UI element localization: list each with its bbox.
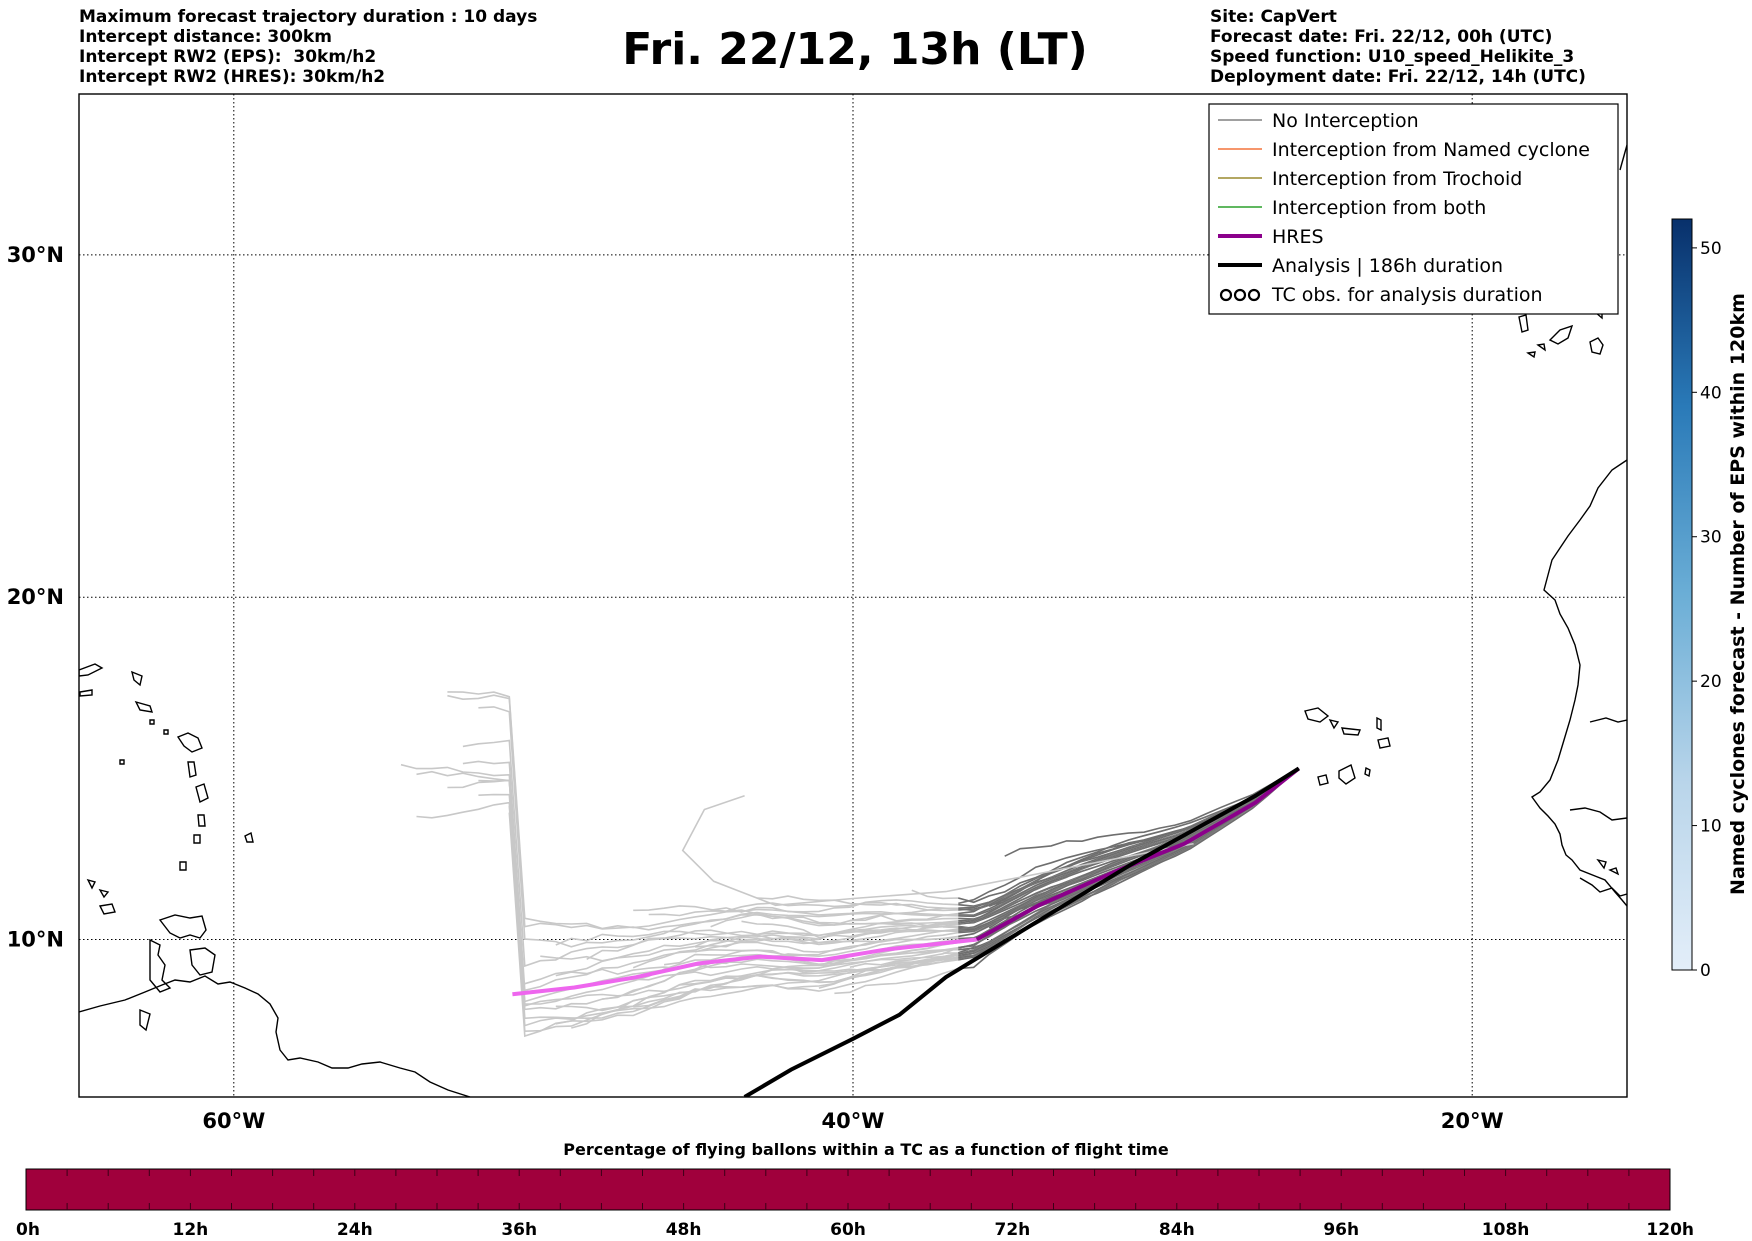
coast-tobago [98, 903, 116, 915]
colorbar-bottom-tick-label: 96h [1323, 1220, 1359, 1240]
colorbar-tick-label: 0 [1700, 961, 1711, 981]
hres-trajectory-far [512, 937, 978, 997]
coast-cape-verde-fogo [1317, 774, 1329, 786]
coast-bissagos [1596, 858, 1620, 876]
lon-tick-label: 60°W [202, 1109, 265, 1133]
main-trajectories [512, 766, 1301, 1097]
coast-africa-gambia [1589, 717, 1627, 723]
eps-trajectory [1004, 767, 1300, 857]
coast-aruba [139, 1008, 151, 1032]
coast-island-3 [134, 700, 154, 713]
coast-cape-verde-maio [1364, 766, 1371, 778]
coast-tiny-islands [119, 719, 169, 765]
param-intercept-hres: Intercept RW2 (HRES): 30km/h2 [79, 67, 386, 87]
coast-cape-verde-boa-vista [1377, 737, 1391, 749]
legend-label: Interception from Named cyclone [1272, 139, 1590, 161]
legend-label: Interception from Trochoid [1272, 168, 1522, 190]
lon-tick-label: 40°W [822, 1109, 885, 1133]
colorbar-bottom-tick-label: 60h [830, 1220, 866, 1240]
colorbar-bottom-tick-label: 12h [173, 1220, 209, 1240]
colorbar-bottom-title: Percentage of flying ballons within a TC… [563, 1140, 1169, 1159]
colorbar-bottom-tick-label: 84h [1159, 1220, 1195, 1240]
colorbar-named-cyclones: 0 10 20 30 40 50 Named cyclones forecast - Nu… [1671, 218, 1749, 981]
coast-canaries-3 [1526, 351, 1536, 359]
map-frame [78, 93, 1628, 1098]
coast-cape-verde-sal [1376, 716, 1382, 732]
colorbar-bottom-tick-label: 36h [501, 1220, 537, 1240]
colorbar-bottom-tick-label: 24h [337, 1220, 373, 1240]
coast-trinidad [189, 947, 216, 976]
colorbar-bottom-tick-label: 108h [1482, 1220, 1530, 1240]
run-parameters: Maximum forecast trajectory duration : 1… [79, 7, 537, 87]
deployment-date: Deployment date: Fri. 22/12, 14h (UTC) [1210, 67, 1586, 87]
coast-lesser-isles [86, 878, 110, 899]
lat-tick-label: 30°N [7, 243, 64, 267]
legend-label: No Interception [1272, 110, 1419, 132]
site-info: Site: CapVert Forecast date: Fri. 22/12,… [1210, 7, 1586, 87]
coast-island-2 [130, 670, 143, 687]
coast-barbados [244, 831, 254, 843]
colorbar-tick-label: 50 [1700, 239, 1722, 259]
lat-tick-label: 20°N [7, 585, 64, 609]
coast-canaries-4 [1536, 343, 1546, 352]
legend-label: Interception from both [1272, 197, 1486, 219]
colorbar-tick-label: 30 [1700, 528, 1722, 548]
lat-tick-label: 10°N [7, 928, 64, 952]
colorbar-tick-label: 40 [1700, 383, 1722, 403]
coast-south-america [79, 975, 471, 1097]
colorbar-label: Named cyclones forecast - Number of EPS … [1727, 293, 1749, 895]
coast-africa-guinea [1569, 807, 1627, 821]
param-intercept-distance: Intercept distance: 300km [79, 27, 332, 47]
coast-cuba-fragment [79, 663, 104, 677]
param-intercept-eps: Intercept RW2 (EPS): 30km/h2 [79, 47, 377, 67]
lon-tick-label: 20°W [1441, 1109, 1504, 1133]
coast-canaries-2 [1548, 324, 1574, 345]
coast-africa-bights [1579, 877, 1627, 897]
coast-canaries-1 [1518, 314, 1529, 333]
colorbar-tick-label: 10 [1700, 817, 1722, 837]
site-name: Site: CapVert [1210, 7, 1337, 27]
legend-box [1208, 103, 1619, 315]
longitude-labels: 60°W 40°W 20°W [202, 1109, 1503, 1133]
hres-trajectory [975, 766, 1301, 942]
coast-dominica [187, 761, 197, 778]
analysis-trajectory [743, 766, 1300, 1097]
coast-africa-north [1619, 144, 1627, 171]
colorbar-bottom-tick-label: 72h [995, 1220, 1031, 1240]
coast-cape-verde-sao-nicolau [1340, 727, 1361, 736]
coast-island-1 [79, 689, 93, 697]
colorbar-bottom-tick-label: 48h [666, 1220, 702, 1240]
legend: No Interception Interception from Named c… [1208, 103, 1619, 315]
latitude-labels: 10°N 20°N 30°N [7, 243, 64, 952]
map-title: Fri. 22/12, 13h (LT) [622, 24, 1088, 75]
coast-margarita [149, 938, 172, 993]
coast-guadeloupe [176, 732, 203, 753]
speed-function: Speed function: U10_speed_Helikite_3 [1210, 47, 1575, 67]
colorbar-gradient [1671, 218, 1693, 971]
coast-cape-verde-santo-antao [1304, 707, 1330, 723]
colorbar-bottom-tick-label: 0h [16, 1220, 40, 1240]
legend-label: TC obs. for analysis duration [1271, 284, 1543, 306]
coast-cape-verde-santiago [1338, 764, 1356, 785]
coast-cape-verde-sao-vicente [1328, 718, 1340, 730]
coast-grenada [179, 861, 187, 871]
coast-martinique [195, 783, 209, 804]
legend-label: Analysis | 186h duration [1272, 255, 1503, 277]
colorbar-flight-time: Percentage of flying ballons within a TC… [16, 1140, 1694, 1240]
param-max-duration: Maximum forecast trajectory duration : 1… [79, 7, 538, 27]
coast-canaries-5 [1589, 337, 1604, 355]
coast-st-lucia [197, 814, 206, 827]
legend-symbol-tc-obs [1219, 288, 1261, 302]
eps-trajectory-loop [681, 795, 1194, 907]
coast-venezuela-islands [158, 914, 207, 939]
coast-west-africa [1530, 459, 1627, 907]
colorbar-bottom-tick-label: 120h [1646, 1220, 1694, 1240]
legend-label: HRES [1272, 226, 1324, 248]
forecast-date: Forecast date: Fri. 22/12, 00h (UTC) [1210, 27, 1553, 47]
coast-st-vincent [193, 834, 201, 844]
colorbar-tick-label: 20 [1700, 672, 1722, 692]
graticule [79, 94, 1627, 1097]
